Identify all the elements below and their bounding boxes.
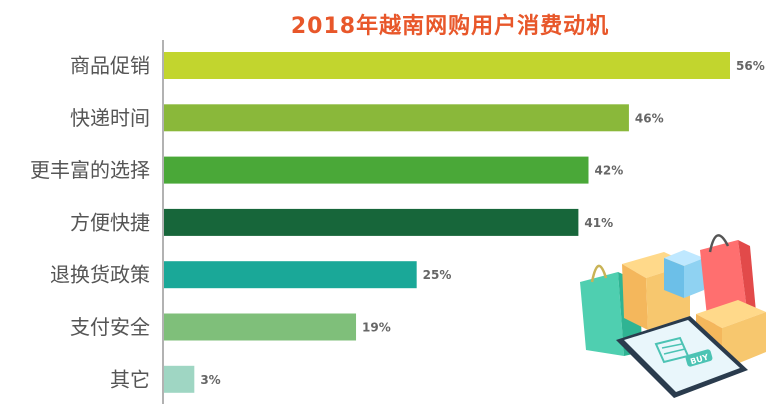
value-label: 46%: [635, 111, 664, 125]
category-label: 退换货政策: [50, 263, 150, 287]
bar: [164, 104, 629, 132]
bar: [164, 156, 589, 184]
category-label: 方便快捷: [70, 210, 150, 234]
category-label: 更丰富的选择: [30, 158, 150, 182]
package-box-icon: [664, 250, 704, 298]
buy-button: [685, 349, 713, 367]
shopping-illustration: BUY: [580, 234, 766, 398]
bar: [164, 261, 417, 289]
value-label: 41%: [584, 216, 613, 230]
bar: [164, 208, 579, 236]
value-label: 42%: [595, 164, 624, 178]
bar: [164, 365, 195, 393]
category-label: 其它: [110, 367, 150, 391]
value-label: 25%: [423, 268, 452, 282]
value-label: 3%: [200, 373, 220, 387]
category-label: 快递时间: [70, 106, 150, 130]
smartphone-icon: BUY: [616, 316, 748, 398]
category-label: 支付安全: [70, 315, 150, 339]
category-label: 商品促销: [70, 54, 150, 78]
bar: [164, 313, 357, 341]
chart-title: 2018年越南网购用户消费动机: [290, 14, 610, 39]
value-label: 19%: [362, 321, 391, 335]
value-label: 56%: [736, 59, 765, 73]
bar: [164, 52, 730, 79]
